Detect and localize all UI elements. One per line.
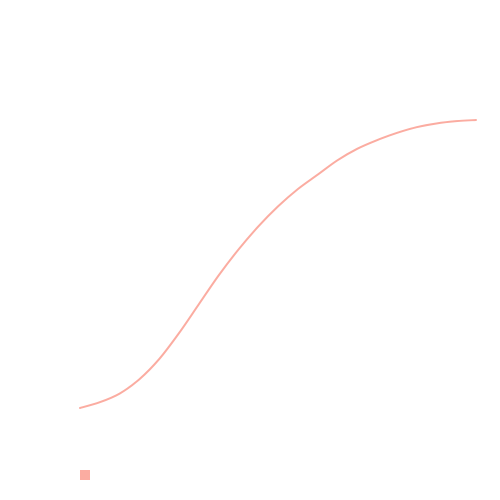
legend (80, 470, 96, 480)
series-line-0 (79, 119, 477, 409)
legend-swatch (80, 470, 90, 480)
